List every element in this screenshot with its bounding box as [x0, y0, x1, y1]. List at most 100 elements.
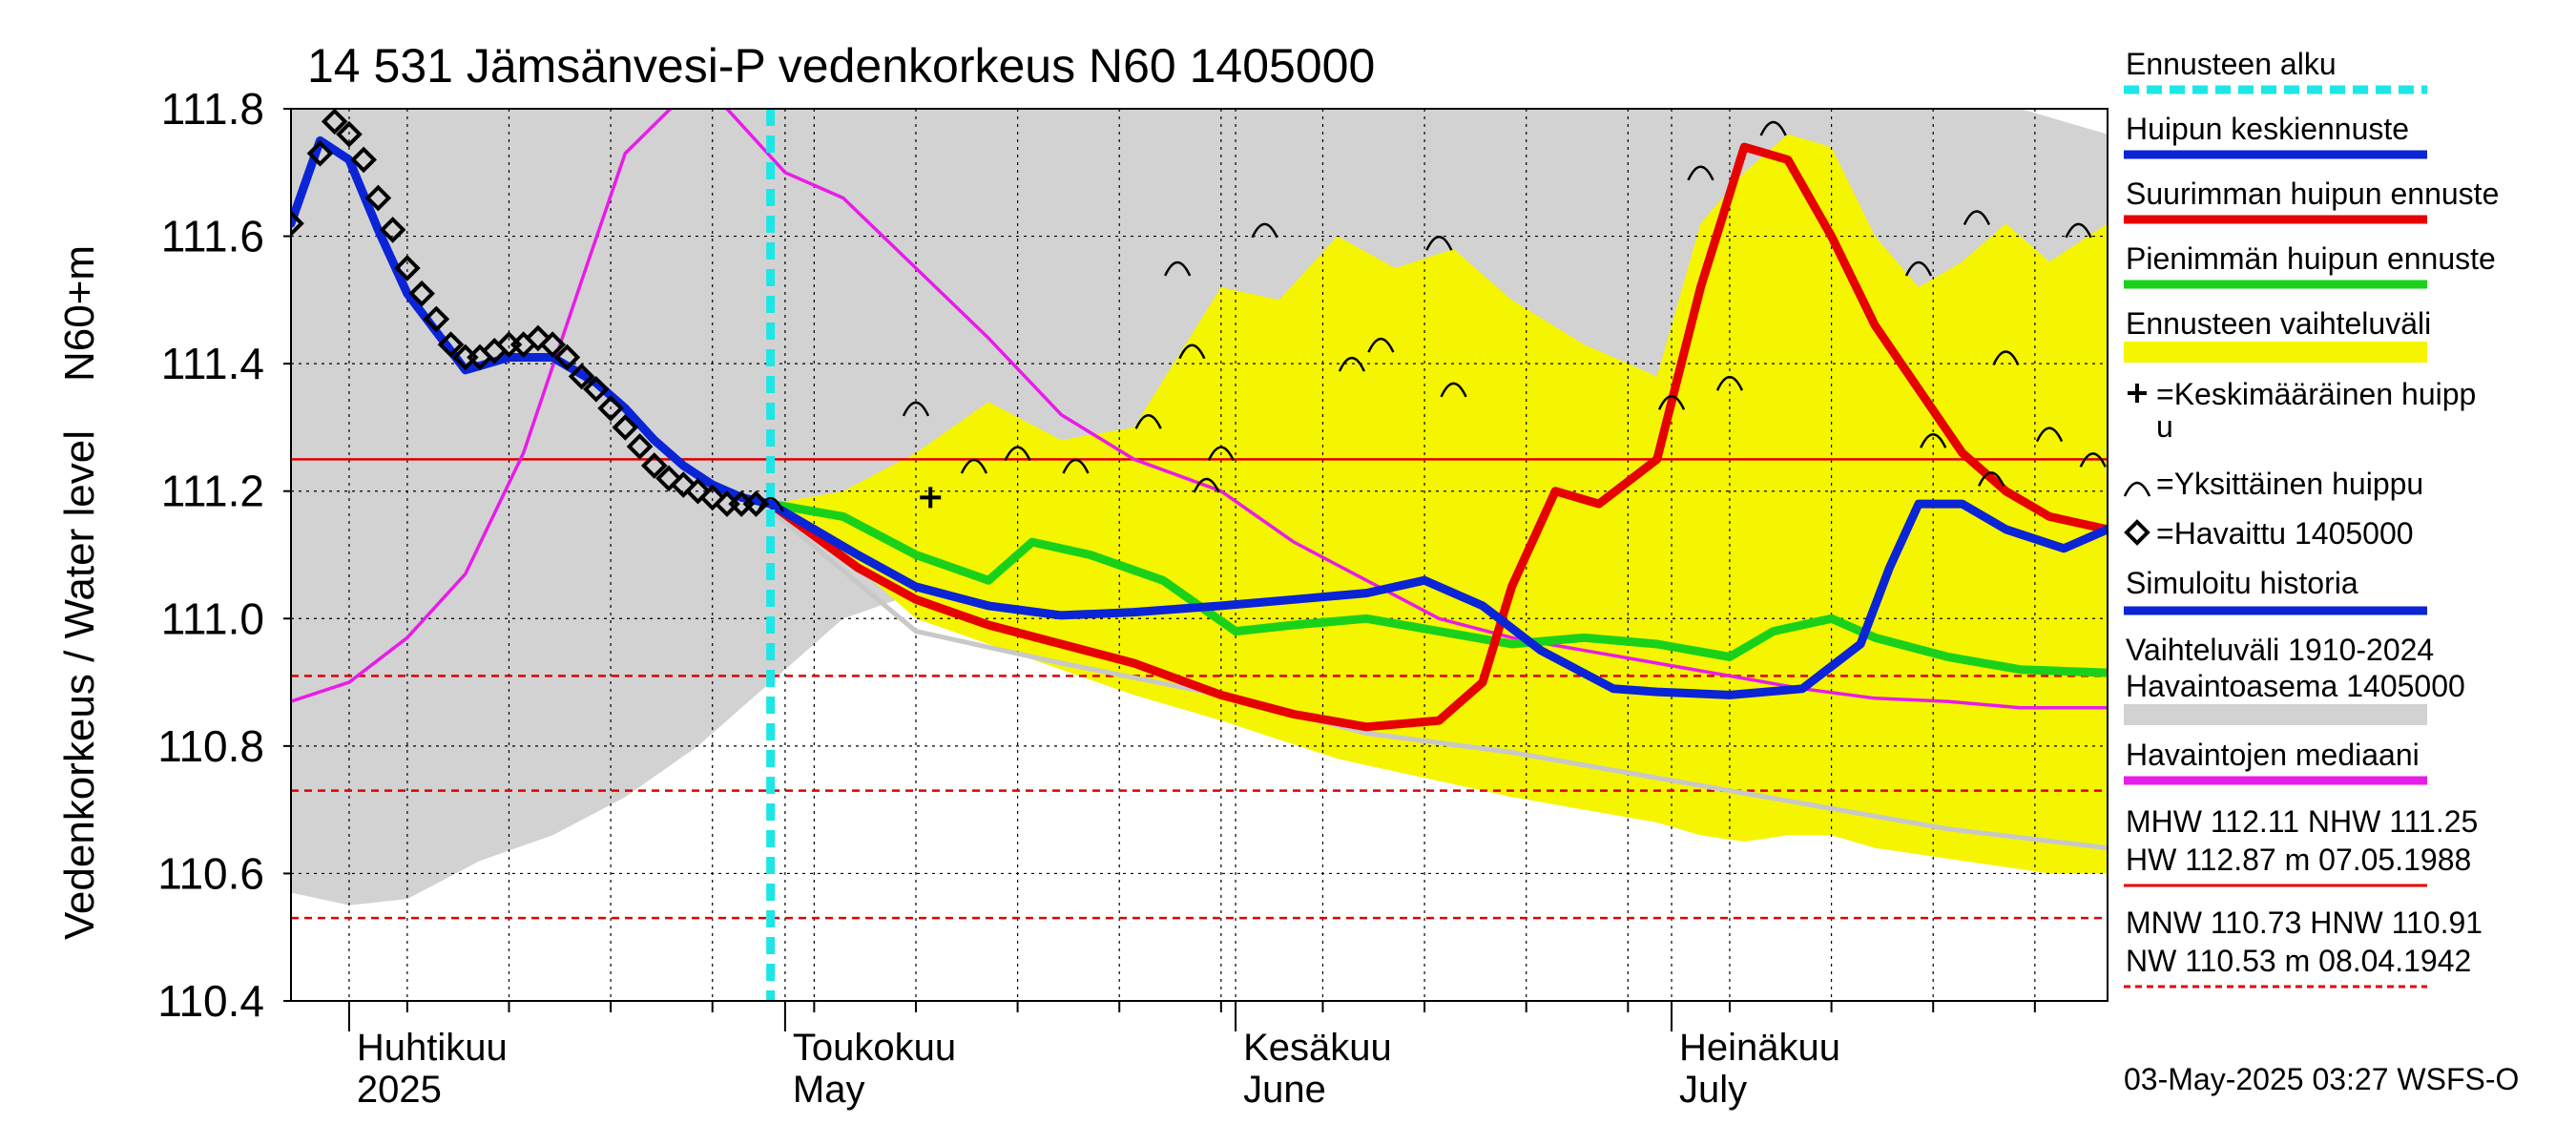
- y-tick-label: 110.6: [157, 848, 264, 898]
- observed-point: [321, 109, 348, 135]
- single-peak-marker: [2035, 427, 2064, 443]
- series-line: [766, 499, 2108, 677]
- single-peak-marker: [1367, 337, 1395, 353]
- observed-point: [568, 363, 595, 390]
- single-peak-marker: [1920, 433, 1947, 448]
- single-peak-marker: [1978, 471, 2005, 487]
- x-month-label-fi: Huhtikuu: [357, 1027, 508, 1069]
- y-tick-label: 111.2: [161, 467, 264, 516]
- observed-point: [306, 139, 334, 167]
- y-tick-label: 111.4: [161, 339, 264, 388]
- observed-point: [684, 477, 712, 505]
- series-line: [291, 135, 776, 509]
- single-peak-marker: [2065, 222, 2092, 239]
- legend-label: Suurimman huipun ennuste: [2126, 177, 2499, 211]
- single-peak-marker: [757, 496, 784, 512]
- axis-layer: 110.4 110.6 110.8 111.0 111.2 111.4 111.6 111.8…: [157, 84, 2036, 1111]
- chart-title: 14 531 Jämsänvesi-P vedenkorkeus N60 140…: [307, 39, 1375, 93]
- series-line: [766, 499, 2108, 699]
- observed-point: [612, 414, 639, 441]
- series-layer: [291, 109, 2108, 1001]
- x-month-label-fi: Toukokuu: [793, 1027, 956, 1069]
- legend: Ennusteen alku Huipun keskiennuste Suurimm…: [2123, 47, 2499, 989]
- legend-swatch: [2128, 384, 2147, 403]
- single-peak-marker: [1425, 236, 1453, 251]
- y-tick-label: 111.8: [161, 84, 264, 134]
- legend-label: Havaintojen mediaani: [2126, 738, 2420, 772]
- single-peak-marker: [1062, 458, 1090, 474]
- legend-label-line2: NW 110.53 m 08.04.1942: [2126, 944, 2471, 978]
- series-line: [766, 142, 2108, 732]
- series-line: [291, 109, 2108, 710]
- x-month-label-en: 2025: [357, 1069, 442, 1111]
- observed-point: [437, 331, 465, 358]
- legend-label: Simuloitu historia: [2126, 566, 2358, 600]
- legend-label: Vaihteluväli 1910-2024: [2126, 633, 2434, 667]
- series-line: [768, 508, 2108, 851]
- plot-frame: [290, 108, 2109, 1002]
- observed-point: [379, 217, 406, 243]
- observed-point: [597, 395, 624, 422]
- single-peak-marker: [902, 401, 930, 417]
- y-tick-label: 111.0: [161, 593, 264, 643]
- single-peak-marker: [1759, 120, 1787, 136]
- single-peak-marker: [1134, 414, 1162, 429]
- legend-swatch: [2124, 342, 2427, 363]
- plot-area: [291, 109, 2108, 1001]
- single-peak-marker: [1178, 344, 1206, 360]
- grid-layer: [291, 109, 2108, 1001]
- legend-label: =Keskimääräinen huipp: [2156, 377, 2476, 411]
- observed-point: [525, 324, 551, 352]
- legend-label-line2: u: [2156, 409, 2173, 444]
- observed-point: [742, 490, 770, 517]
- x-month-label-en: May: [793, 1069, 865, 1111]
- legend-label: =Yksittäinen huippu: [2156, 467, 2423, 501]
- observed-point: [655, 465, 682, 492]
- single-peak-marker: [1207, 446, 1235, 462]
- observed-point: [626, 433, 654, 460]
- single-peak-marker: [1992, 350, 2020, 365]
- observed-point: [350, 146, 377, 174]
- single-peak-marker: [2079, 452, 2107, 468]
- observed-point: [583, 376, 610, 403]
- single-peak-marker: [1338, 356, 1366, 372]
- x-month-label-fi: Heinäkuu: [1679, 1027, 1840, 1069]
- x-month-label-en: June: [1243, 1069, 1326, 1111]
- observed-point: [553, 344, 581, 371]
- single-peak-marker: [1440, 382, 1467, 398]
- legend-label: Ennusteen alku: [2126, 47, 2337, 81]
- legend-label: Ennusteen vaihteluväli: [2126, 306, 2431, 341]
- legend-label: MHW 112.11 NHW 111.25: [2126, 804, 2478, 839]
- single-peak-marker: [1004, 446, 1031, 462]
- x-month-label-fi: Kesäkuu: [1243, 1027, 1392, 1069]
- footer-timestamp: 03-May-2025 03:27 WSFS-O: [2124, 1062, 2519, 1096]
- single-peak-marker: [1193, 477, 1220, 493]
- observed-point: [336, 120, 363, 148]
- single-peak-marker: [960, 458, 988, 474]
- observed-point: [291, 210, 304, 238]
- y-tick-label: 110.4: [157, 976, 264, 1026]
- legend-label: Pienimmän huipun ennuste: [2126, 241, 2496, 276]
- x-month-label-en: July: [1679, 1069, 1747, 1111]
- y-axis-unit: N60+m: [56, 245, 103, 382]
- observed-point: [408, 280, 435, 307]
- legend-label-line2: Havaintoasema 1405000: [2126, 669, 2465, 703]
- single-peak-marker: [1687, 165, 1714, 181]
- legend-label: MNW 110.73 HNW 110.91: [2126, 906, 2483, 940]
- reference-lines: [291, 458, 2108, 920]
- mean-peak-marker: [920, 487, 942, 509]
- marker-layer: [291, 109, 2107, 517]
- single-peak-marker: [1963, 210, 1991, 226]
- single-peak-marker: [1904, 260, 1933, 277]
- observed-point: [394, 255, 421, 281]
- observed-point: [539, 331, 567, 358]
- observed-point: [364, 184, 392, 212]
- single-peak-marker: [1657, 395, 1686, 410]
- single-peak-marker: [1164, 260, 1192, 277]
- y-tick-label: 110.8: [157, 721, 264, 771]
- legend-swatch: [2123, 481, 2151, 497]
- observed-point: [640, 452, 668, 479]
- legend-label: Huipun keskiennuste: [2126, 112, 2409, 146]
- single-peak-marker: [1251, 222, 1278, 239]
